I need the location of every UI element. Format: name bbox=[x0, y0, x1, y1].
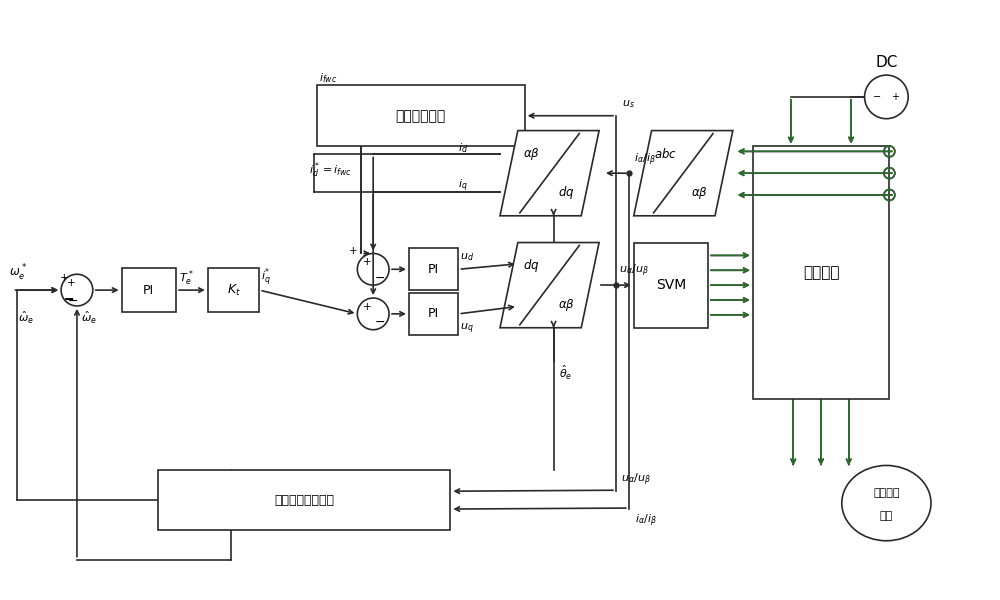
Bar bbox=[158, 470, 450, 530]
Text: $i_\alpha$/$i_\beta$: $i_\alpha$/$i_\beta$ bbox=[634, 151, 656, 167]
Text: +: + bbox=[349, 247, 358, 256]
Text: SVM: SVM bbox=[656, 278, 686, 292]
Text: $i_{fwc}$: $i_{fwc}$ bbox=[319, 71, 337, 85]
Text: +: + bbox=[60, 273, 69, 283]
Text: $\hat{\theta}_e$: $\hat{\theta}_e$ bbox=[559, 364, 572, 382]
Text: $i_\alpha$/$i_\beta$: $i_\alpha$/$i_\beta$ bbox=[635, 513, 657, 529]
Text: $i_d$: $i_d$ bbox=[458, 142, 468, 155]
Circle shape bbox=[357, 298, 389, 330]
Text: $dq$: $dq$ bbox=[558, 184, 574, 201]
Text: 永磁同步: 永磁同步 bbox=[873, 488, 900, 498]
Text: −: − bbox=[375, 316, 385, 329]
Text: −: − bbox=[68, 295, 78, 307]
Text: 弱磁控制模块: 弱磁控制模块 bbox=[396, 109, 446, 123]
Text: +: + bbox=[363, 302, 372, 312]
Text: +: + bbox=[891, 92, 899, 102]
Text: −: − bbox=[873, 92, 882, 102]
Text: +: + bbox=[363, 257, 372, 268]
Text: DC: DC bbox=[875, 55, 898, 70]
Text: −: − bbox=[64, 293, 75, 307]
Text: 磁链觓与速度估计: 磁链觓与速度估计 bbox=[274, 494, 334, 506]
Circle shape bbox=[865, 75, 908, 119]
Text: PI: PI bbox=[428, 263, 439, 276]
Text: $\omega_e^*$: $\omega_e^*$ bbox=[9, 263, 27, 283]
Bar bbox=[409, 248, 458, 290]
Text: $i_q$: $i_q$ bbox=[458, 178, 468, 194]
Text: $i_q^{*}$: $i_q^{*}$ bbox=[261, 267, 271, 289]
Text: $i_d^*=i_{fwc}$: $i_d^*=i_{fwc}$ bbox=[309, 160, 352, 180]
Text: $abc$: $abc$ bbox=[654, 146, 677, 161]
Text: 电机: 电机 bbox=[880, 511, 893, 521]
Text: PI: PI bbox=[428, 307, 439, 320]
Bar bbox=[634, 242, 708, 328]
Text: $T_e^*$: $T_e^*$ bbox=[179, 268, 194, 288]
Text: $\alpha\beta$: $\alpha\beta$ bbox=[523, 146, 540, 161]
Text: +: + bbox=[67, 278, 75, 288]
Text: $u_d$: $u_d$ bbox=[460, 251, 474, 263]
Polygon shape bbox=[634, 131, 733, 216]
Text: −: − bbox=[64, 293, 75, 305]
Circle shape bbox=[61, 274, 93, 306]
Circle shape bbox=[357, 253, 389, 285]
Text: 变频驱动: 变频驱动 bbox=[803, 265, 839, 280]
Text: $u_\alpha$/$u_\beta$: $u_\alpha$/$u_\beta$ bbox=[621, 471, 651, 488]
Ellipse shape bbox=[842, 466, 931, 541]
Text: $dq$: $dq$ bbox=[523, 257, 540, 274]
Text: $u_q$: $u_q$ bbox=[460, 322, 474, 336]
Text: $u_\alpha$/$u_\beta$: $u_\alpha$/$u_\beta$ bbox=[619, 263, 649, 280]
Text: $u_s$: $u_s$ bbox=[622, 98, 635, 110]
Text: $\alpha\beta$: $\alpha\beta$ bbox=[691, 185, 708, 201]
Polygon shape bbox=[500, 131, 599, 216]
Text: $K_t$: $K_t$ bbox=[227, 283, 240, 298]
Text: $\hat{\omega}_e$: $\hat{\omega}_e$ bbox=[81, 310, 97, 326]
Text: PI: PI bbox=[143, 284, 154, 296]
Text: $\hat{\omega}_e$: $\hat{\omega}_e$ bbox=[18, 310, 34, 326]
Polygon shape bbox=[500, 242, 599, 328]
Bar bbox=[317, 85, 525, 146]
Bar bbox=[122, 268, 176, 312]
Text: $\alpha\beta$: $\alpha\beta$ bbox=[558, 297, 574, 313]
Bar bbox=[208, 268, 259, 312]
Text: −: − bbox=[375, 272, 385, 285]
Bar bbox=[409, 293, 458, 335]
Bar bbox=[753, 146, 889, 399]
